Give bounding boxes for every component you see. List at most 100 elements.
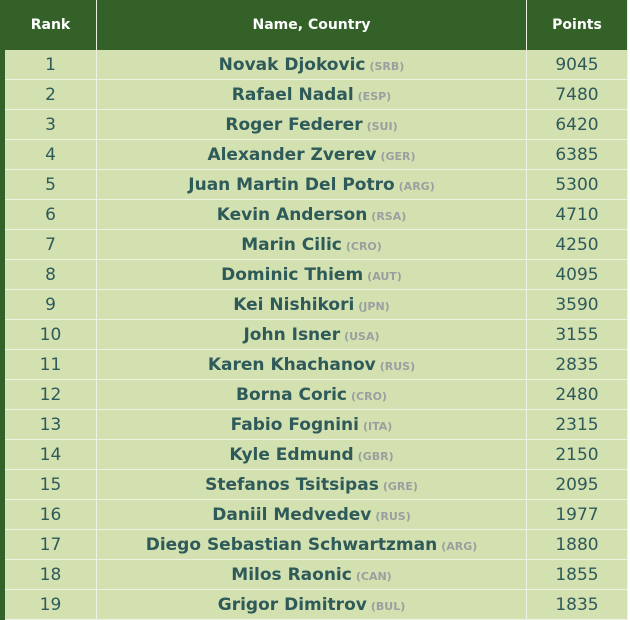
rank-cell: 17 [5, 529, 97, 560]
country-code: (USA) [344, 329, 380, 343]
player-name[interactable]: Milos Raonic [231, 564, 352, 585]
rankings-table: Rank Name, Country Points 1 Novak Djokov… [5, 0, 628, 620]
country-code: (CAN) [355, 569, 392, 583]
table-row: 9 Kei Nishikori (JPN) 3590 [5, 289, 628, 320]
player-name[interactable]: Kei Nishikori [233, 294, 355, 315]
rank-cell: 1 [5, 50, 97, 80]
points-cell: 2480 [526, 379, 628, 410]
table-row: 3 Roger Federer (SUI) 6420 [5, 109, 628, 140]
points-cell: 2150 [526, 439, 628, 470]
table-row: 14 Kyle Edmund (GBR) 2150 [5, 439, 628, 470]
points-header[interactable]: Points [526, 0, 628, 50]
player-name[interactable]: Kevin Anderson [216, 204, 368, 225]
table-row: 7 Marin Cilic (CRO) 4250 [5, 229, 628, 260]
table-row: 5 Juan Martin Del Potro (ARG) 5300 [5, 169, 628, 200]
table-row: 8 Dominic Thiem (AUT) 4095 [5, 259, 628, 290]
player-name[interactable]: Borna Coric [236, 384, 347, 405]
table-row: 11 Karen Khachanov (RUS) 2835 [5, 349, 628, 380]
player-name[interactable]: Stefanos Tsitsipas [205, 474, 379, 495]
header-row: Rank Name, Country Points [5, 0, 628, 50]
table-row: 13 Fabio Fognini (ITA) 2315 [5, 409, 628, 440]
name-cell: Fabio Fognini (ITA) [96, 409, 527, 440]
player-name[interactable]: Dominic Thiem [221, 264, 364, 285]
name-cell: Novak Djokovic (SRB) [96, 50, 527, 80]
player-name[interactable]: Karen Khachanov [207, 354, 376, 375]
name-cell: John Isner (USA) [96, 319, 527, 350]
rank-cell: 6 [5, 199, 97, 230]
name-cell: Diego Sebastian Schwartzman (ARG) [96, 529, 527, 560]
player-name[interactable]: Daniil Medvedev [212, 504, 372, 525]
name-cell: Daniil Medvedev (RUS) [96, 499, 527, 530]
name-cell: Rafael Nadal (ESP) [96, 79, 527, 110]
name-cell: Marin Cilic (CRO) [96, 229, 527, 260]
country-code: (ARG) [398, 179, 435, 193]
table-row: 6 Kevin Anderson (RSA) 4710 [5, 199, 628, 230]
table-row: 2 Rafael Nadal (ESP) 7480 [5, 79, 628, 110]
player-name[interactable]: John Isner [243, 324, 341, 345]
rank-header[interactable]: Rank [5, 0, 97, 50]
player-name[interactable]: Novak Djokovic [218, 54, 366, 75]
player-name[interactable]: Fabio Fognini [230, 414, 359, 435]
rank-cell: 16 [5, 499, 97, 530]
player-name[interactable]: Kyle Edmund [229, 444, 354, 465]
name-cell: Grigor Dimitrov (BUL) [96, 589, 527, 620]
country-code: (SUI) [366, 119, 398, 133]
points-cell: 3155 [526, 319, 628, 350]
points-cell: 2315 [526, 409, 628, 440]
points-cell: 4710 [526, 199, 628, 230]
rank-cell: 3 [5, 109, 97, 140]
name-cell: Kevin Anderson (RSA) [96, 199, 527, 230]
player-name[interactable]: Juan Martin Del Potro [188, 174, 395, 195]
country-code: (SRB) [369, 59, 405, 73]
table-row: 19 Grigor Dimitrov (BUL) 1835 [5, 589, 628, 620]
points-cell: 9045 [526, 50, 628, 80]
table-row: 10 John Isner (USA) 3155 [5, 319, 628, 350]
country-code: (GBR) [357, 449, 394, 463]
points-cell: 2835 [526, 349, 628, 380]
rank-cell: 5 [5, 169, 97, 200]
player-name[interactable]: Rafael Nadal [231, 84, 354, 105]
name-header[interactable]: Name, Country [96, 0, 527, 50]
rank-cell: 2 [5, 79, 97, 110]
table-row: 15 Stefanos Tsitsipas (GRE) 2095 [5, 469, 628, 500]
name-cell: Alexander Zverev (GER) [96, 139, 527, 170]
country-code: (ITA) [363, 419, 393, 433]
country-code: (CRO) [345, 239, 382, 253]
country-code: (JPN) [358, 299, 390, 313]
country-code: (GRE) [382, 479, 418, 493]
name-cell: Kei Nishikori (JPN) [96, 289, 527, 320]
table-row: 1 Novak Djokovic (SRB) 9045 [5, 50, 628, 80]
points-cell: 6420 [526, 109, 628, 140]
rank-cell: 18 [5, 559, 97, 590]
name-cell: Stefanos Tsitsipas (GRE) [96, 469, 527, 500]
country-code: (ARG) [441, 539, 478, 553]
name-cell: Borna Coric (CRO) [96, 379, 527, 410]
points-cell: 4095 [526, 259, 628, 290]
rank-cell: 7 [5, 229, 97, 260]
country-code: (RUS) [379, 359, 416, 373]
table-row: 18 Milos Raonic (CAN) 1855 [5, 559, 628, 590]
player-name[interactable]: Marin Cilic [241, 234, 342, 255]
rank-cell: 8 [5, 259, 97, 290]
player-name[interactable]: Grigor Dimitrov [217, 594, 367, 615]
player-name[interactable]: Alexander Zverev [207, 144, 377, 165]
country-code: (GER) [380, 149, 416, 163]
points-cell: 6385 [526, 139, 628, 170]
points-cell: 7480 [526, 79, 628, 110]
player-name[interactable]: Roger Federer [225, 114, 363, 135]
rank-cell: 13 [5, 409, 97, 440]
rank-cell: 11 [5, 349, 97, 380]
rank-cell: 9 [5, 289, 97, 320]
rank-cell: 15 [5, 469, 97, 500]
points-cell: 1880 [526, 529, 628, 560]
rank-cell: 10 [5, 319, 97, 350]
rank-cell: 14 [5, 439, 97, 470]
rank-cell: 4 [5, 139, 97, 170]
table-row: 17 Diego Sebastian Schwartzman (ARG) 1880 [5, 529, 628, 560]
points-cell: 1835 [526, 589, 628, 620]
table-row: 16 Daniil Medvedev (RUS) 1977 [5, 499, 628, 530]
player-name[interactable]: Diego Sebastian Schwartzman [145, 534, 438, 555]
name-cell: Juan Martin Del Potro (ARG) [96, 169, 527, 200]
country-code: (ESP) [357, 89, 392, 103]
